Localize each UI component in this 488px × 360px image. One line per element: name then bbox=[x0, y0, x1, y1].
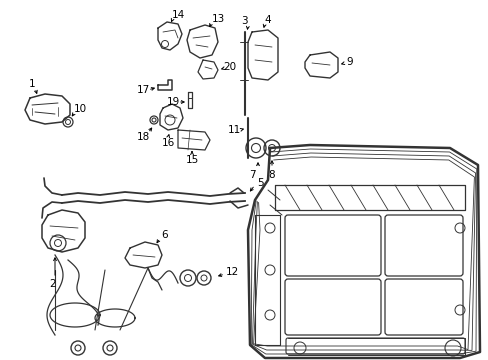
Text: 9: 9 bbox=[346, 57, 353, 67]
Text: 14: 14 bbox=[171, 10, 184, 20]
Text: 2: 2 bbox=[50, 279, 56, 289]
Text: 12: 12 bbox=[225, 267, 238, 277]
Text: 20: 20 bbox=[223, 62, 236, 72]
Text: 8: 8 bbox=[268, 170, 275, 180]
Text: 6: 6 bbox=[162, 230, 168, 240]
Text: 3: 3 bbox=[240, 16, 247, 26]
Text: 19: 19 bbox=[166, 97, 179, 107]
Text: 17: 17 bbox=[136, 85, 149, 95]
Text: 4: 4 bbox=[264, 15, 271, 25]
Text: 16: 16 bbox=[161, 138, 174, 148]
Text: 5: 5 bbox=[256, 178, 263, 188]
Text: 1: 1 bbox=[29, 79, 35, 89]
Text: 11: 11 bbox=[227, 125, 240, 135]
Text: 13: 13 bbox=[211, 14, 224, 24]
Text: 10: 10 bbox=[73, 104, 86, 114]
Text: 15: 15 bbox=[185, 155, 198, 165]
Text: 18: 18 bbox=[136, 132, 149, 142]
Text: 7: 7 bbox=[248, 170, 255, 180]
